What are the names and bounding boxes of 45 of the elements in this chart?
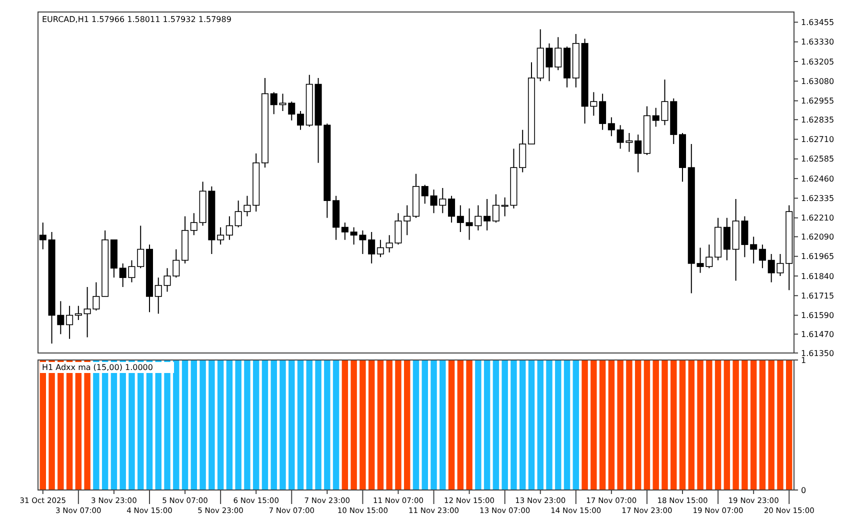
candlestick [608,116,615,137]
y-tick-label: 1.63205 [801,57,834,66]
candlestick [376,239,384,258]
candlestick [758,244,766,269]
y-tick-label: 1.63080 [801,76,834,86]
candlestick [226,216,233,240]
y-tick-label: 1.62585 [801,154,834,164]
candlestick [137,225,144,269]
candlestick [519,129,526,173]
candlestick [634,134,642,173]
y-tick-label: 1.62090 [801,232,834,242]
y-tick-label: 1.62835 [801,115,834,124]
y-tick-label: 1.61965 [801,252,834,262]
candlestick [456,204,464,232]
candlestick [750,236,758,264]
candlestick [190,212,198,236]
candlestick [39,222,46,250]
y-tick-label: 1.61590 [801,311,834,320]
chart-title: EURCAD,H1 1.57966 1.58011 1.57932 1.57989 [42,15,232,24]
y-tick-label: 1.62460 [801,174,834,184]
candlestick [217,226,224,246]
y-tick-label: 1.61350 [801,348,834,358]
y-tick-label: 0 [801,486,806,495]
y-tick-label: 1.63330 [801,38,834,47]
chart-title: H1 Adxx ma (15,00) 1.0000 [42,363,153,372]
candlestick [723,217,730,261]
candlestick [492,194,500,224]
y-tick-label: 1.62710 [801,135,834,144]
candlestick [297,110,304,130]
y-tick-label: 1.62955 [801,96,834,106]
candlestick [448,195,456,224]
y-tick-label: 1.61470 [801,330,834,339]
candlestick [341,222,348,240]
y-tick-label: 1.61840 [801,272,834,281]
y-tick-label: 1 [801,356,806,365]
y-tick-label: 1.62335 [801,194,834,204]
candlestick [368,232,376,264]
candlestick [484,198,491,231]
candlestick [421,184,428,204]
y-tick-label: 1.61715 [801,291,834,300]
candlestick [66,305,74,340]
candlestick [404,204,411,236]
y-tick-label: 1.62210 [801,214,834,223]
candlestick [599,93,606,130]
y-tick-label: 1.63455 [801,18,834,28]
